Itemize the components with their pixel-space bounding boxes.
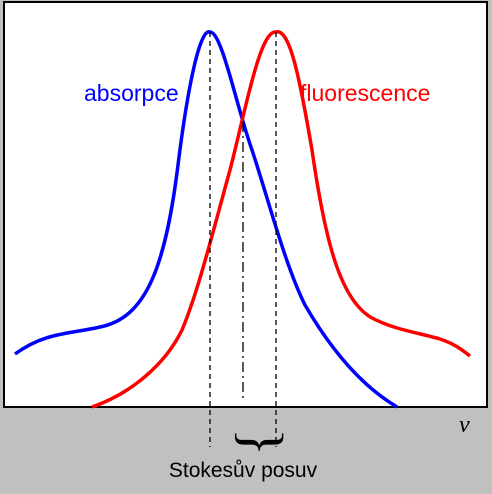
stokes-shift-label: Stokesův posuv xyxy=(169,459,318,482)
absorption-label: absorpce xyxy=(84,80,179,106)
shift-brace: } xyxy=(230,428,295,456)
plot-area xyxy=(3,1,488,408)
absorption-curve xyxy=(13,30,398,409)
x-axis-symbol: ν xyxy=(459,412,470,438)
fluorescence-curve xyxy=(91,30,472,409)
fluorescence-label: fluorescence xyxy=(300,80,430,106)
